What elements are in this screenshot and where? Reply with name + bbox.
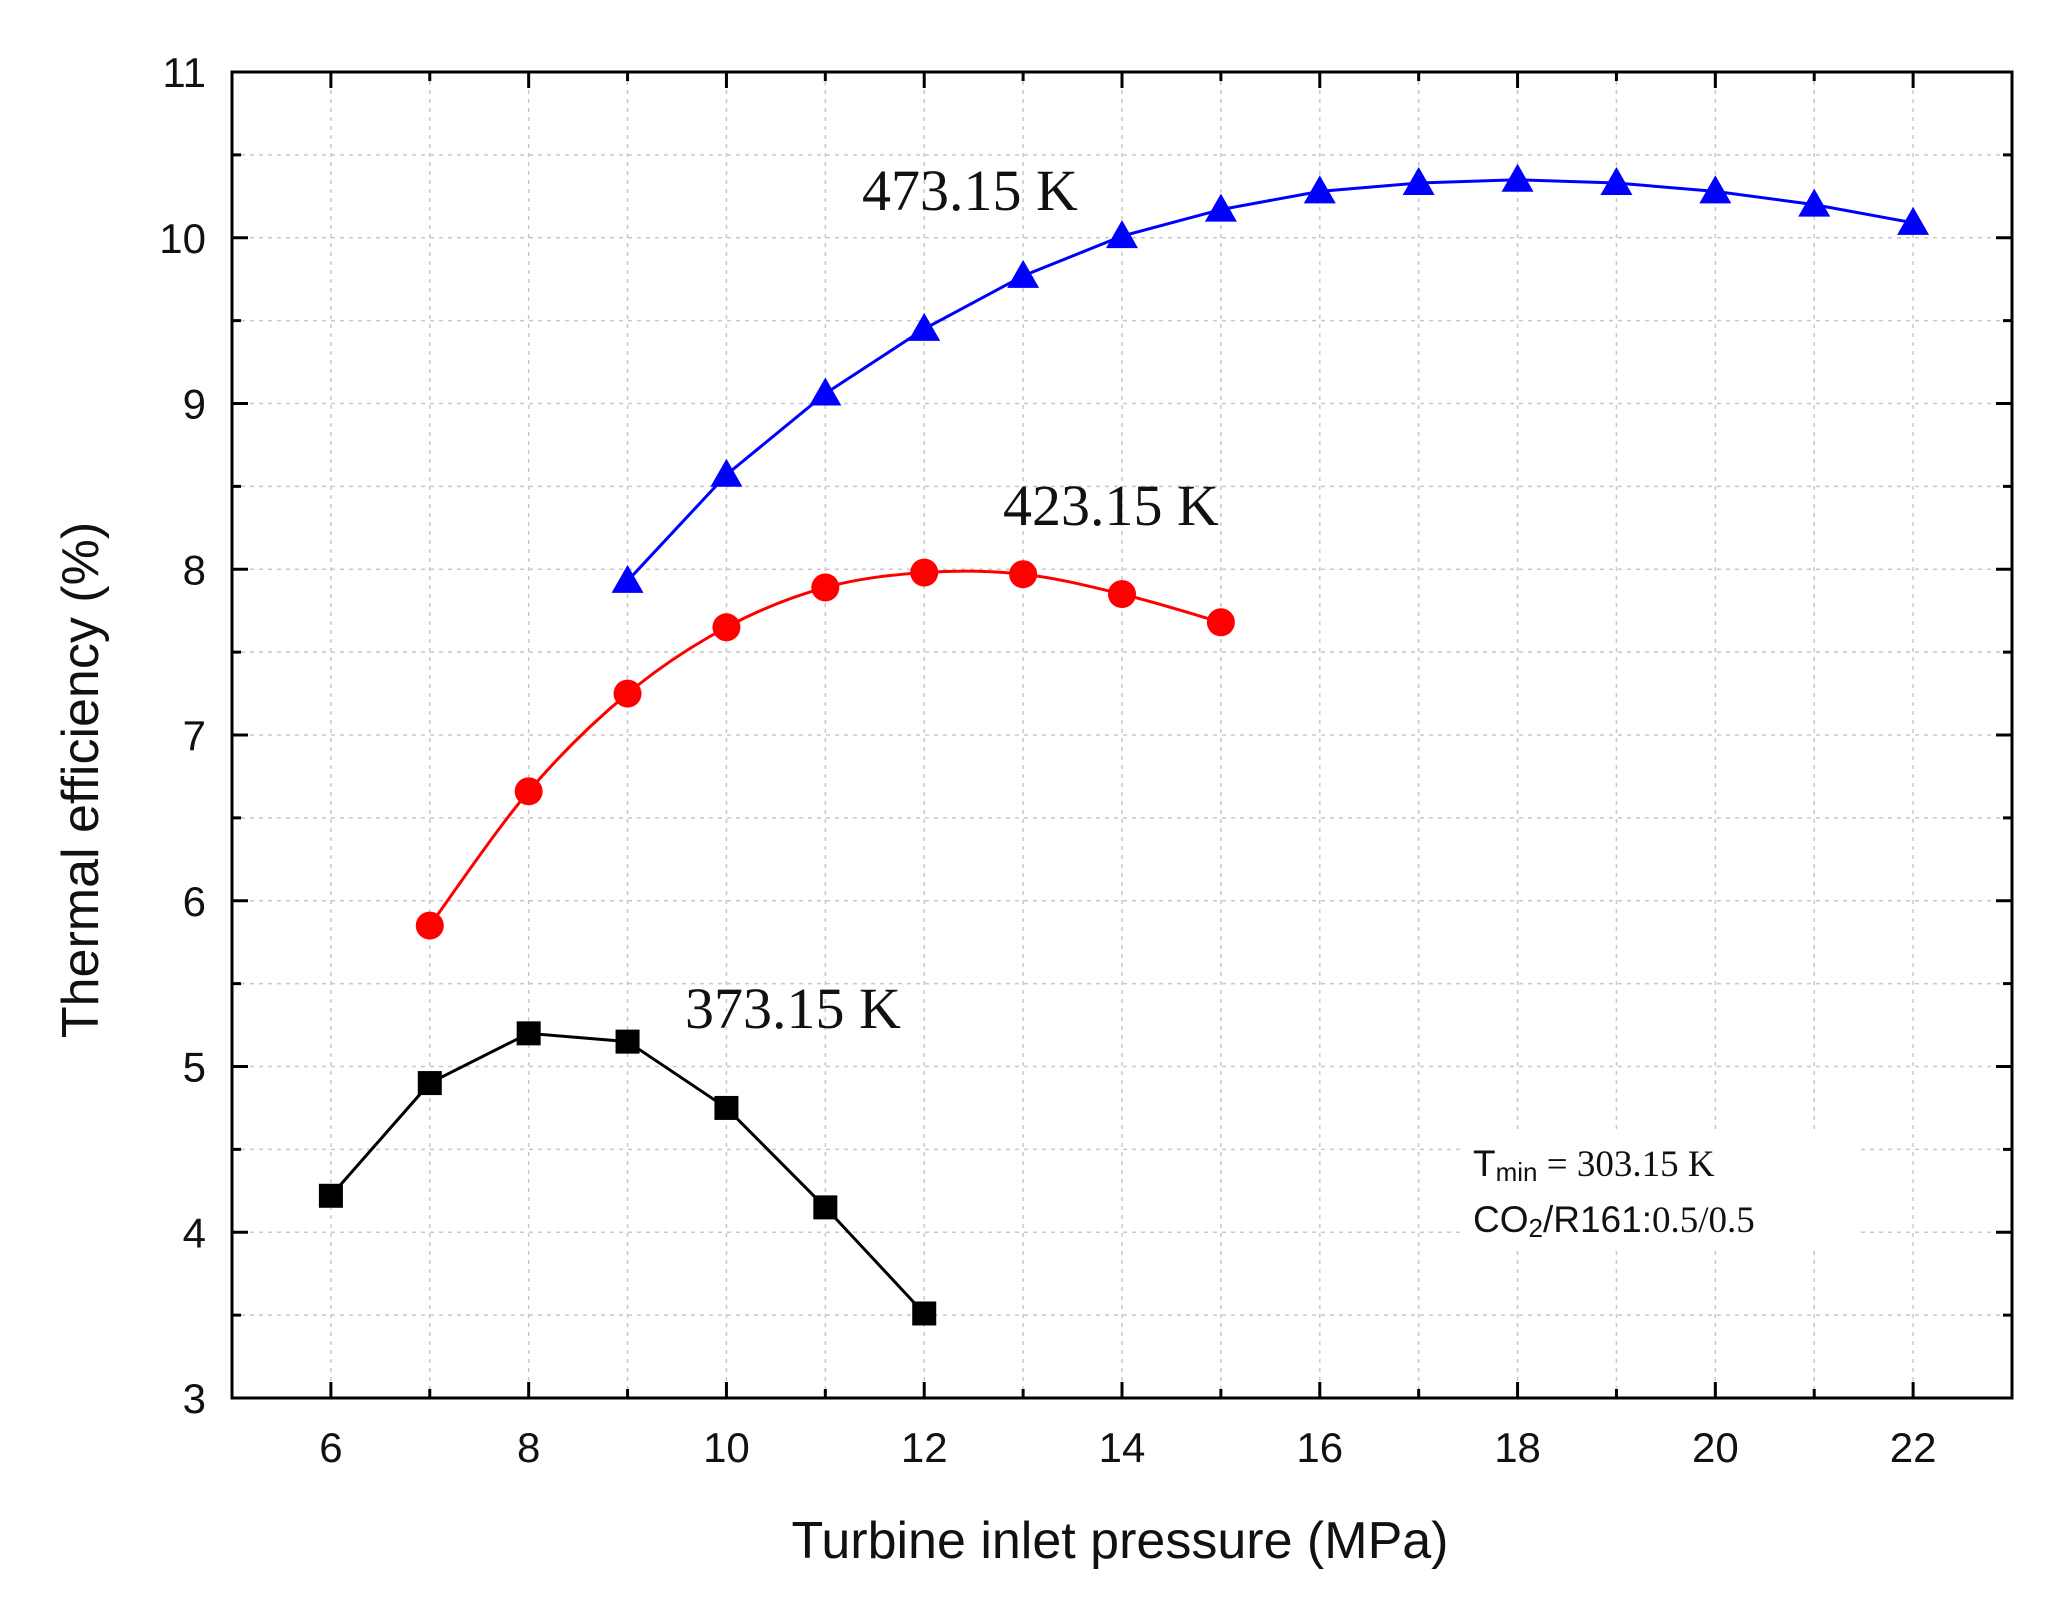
data-point-triangle: [1501, 163, 1534, 192]
x-tick-label: 16: [1296, 1424, 1343, 1471]
data-point-triangle: [1402, 167, 1435, 196]
y-axis-title: Thermal efficiency (%): [52, 522, 110, 1038]
data-point-circle: [1206, 608, 1235, 637]
data-point-circle: [910, 558, 939, 587]
series-373: [318, 1021, 937, 1326]
x-tick-label: 20: [1692, 1424, 1739, 1471]
data-point-triangle: [1007, 259, 1040, 288]
data-point-square: [912, 1301, 937, 1326]
x-tick-label: 12: [901, 1424, 948, 1471]
data-point-triangle: [1897, 206, 1930, 235]
data-point-triangle: [1303, 175, 1336, 204]
y-tick-label: 7: [183, 712, 206, 759]
data-point-circle: [514, 777, 543, 806]
data-point-circle: [1108, 580, 1136, 609]
data-point-circle: [811, 573, 840, 602]
y-tick-label: 4: [183, 1209, 206, 1256]
series-423: [415, 558, 1235, 940]
data-point-square: [615, 1029, 640, 1054]
x-tick-label: 14: [1099, 1424, 1146, 1471]
data-point-square: [714, 1095, 739, 1120]
data-point-triangle: [1106, 220, 1138, 249]
y-tick-label: 11: [162, 49, 206, 96]
series-label-473: 473.15 K: [862, 158, 1078, 223]
x-axis-title: Turbine inlet pressure (MPa): [792, 1512, 1449, 1570]
series-line: [626, 178, 1914, 582]
x-tick-label: 6: [319, 1424, 342, 1471]
data-point-circle: [613, 679, 642, 708]
data-point-triangle: [908, 312, 941, 341]
y-tick-label: 9: [183, 381, 206, 428]
y-tick-label: 10: [159, 215, 206, 262]
data-point-triangle: [1699, 175, 1732, 204]
axis-ticks: 3 4 5 6 7 8 9 10 11 6 8 10 12 14 16 18 20 22: [159, 49, 2014, 1471]
x-tick-label: 10: [703, 1424, 750, 1471]
series-layer: [318, 163, 1930, 1326]
series-473: [611, 163, 1930, 593]
data-point-triangle: [1600, 167, 1633, 196]
x-tick-label: 8: [517, 1424, 540, 1471]
series-label-373: 373.15 K: [685, 976, 901, 1041]
annotation-line-tmin: Tmin = 303.15 K: [1473, 1143, 1715, 1187]
x-tick-label: 18: [1494, 1424, 1541, 1471]
data-point-triangle: [1204, 193, 1237, 222]
data-point-circle: [712, 613, 741, 642]
x-tick-label: 22: [1890, 1424, 1937, 1471]
y-tick-label: 5: [183, 1044, 206, 1091]
series-label-423: 423.15 K: [1003, 473, 1219, 538]
y-tick-label: 6: [183, 878, 206, 925]
data-point-triangle: [611, 564, 644, 593]
data-point-square: [318, 1183, 343, 1208]
data-point-square: [516, 1021, 541, 1046]
y-tick-label: 8: [183, 546, 206, 593]
data-point-square: [417, 1071, 442, 1096]
data-point-triangle: [710, 458, 743, 487]
annotation-background: [1460, 1130, 1860, 1250]
data-point-square: [813, 1195, 838, 1220]
data-point-triangle: [809, 377, 842, 406]
annotation-line-mixture: CO2/R161:0.5/0.5: [1473, 1199, 1755, 1243]
data-point-circle: [1009, 560, 1038, 589]
data-point-circle: [415, 911, 444, 940]
data-point-triangle: [1798, 188, 1831, 217]
y-tick-label: 3: [183, 1375, 206, 1422]
